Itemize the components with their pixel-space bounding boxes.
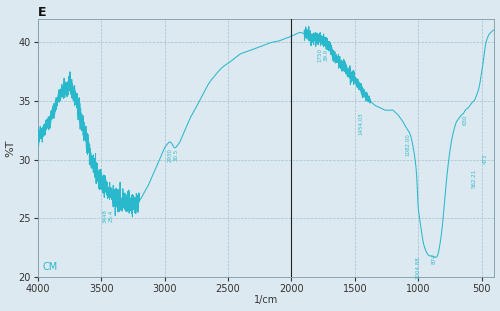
Text: 630: 630 [463,115,468,125]
Text: 2930
30.5: 2930 30.5 [168,148,179,162]
Text: 1082.00: 1082.00 [406,134,410,156]
Text: 874: 874 [432,253,437,264]
Text: 3448
25.4: 3448 25.4 [102,209,113,223]
Text: E: E [38,6,46,19]
Text: 1454.03: 1454.03 [358,113,363,135]
Text: 1004.88: 1004.88 [416,256,420,279]
Text: 473: 473 [482,154,488,164]
Text: 1750
39.0: 1750 39.0 [318,48,328,62]
Text: 562.21: 562.21 [472,169,476,188]
X-axis label: 1/cm: 1/cm [254,295,278,305]
Text: CM: CM [42,262,58,272]
Y-axis label: %T: %T [6,139,16,156]
